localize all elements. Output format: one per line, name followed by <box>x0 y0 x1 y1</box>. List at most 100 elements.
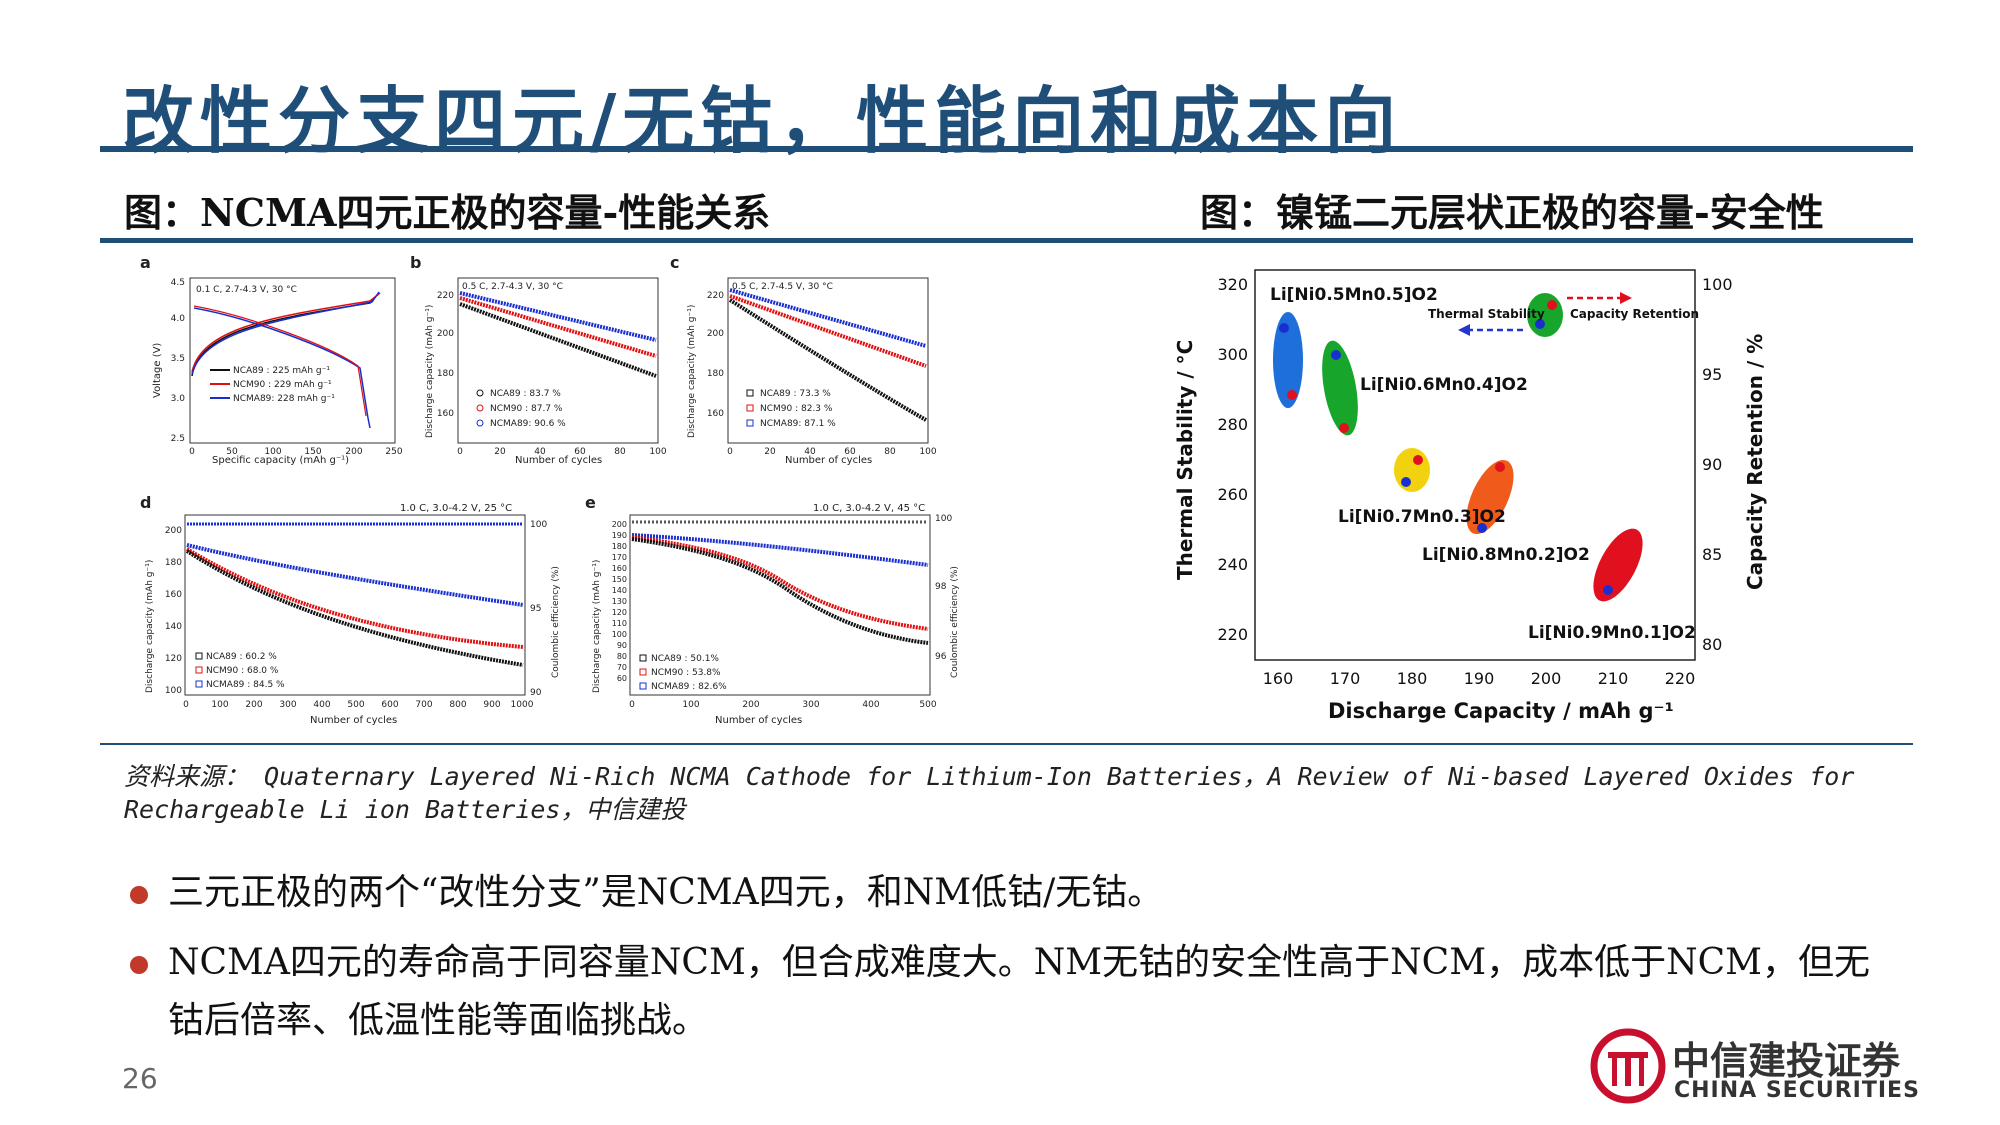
tick: 180 <box>1397 669 1428 688</box>
panel-a-ylabel: Voltage (V) <box>152 343 163 398</box>
panel-b-legend: NCA89 : 83.7 % NCM90 : 87.7 % NCMA89: 90… <box>476 389 566 429</box>
tick: 180 <box>707 369 724 379</box>
tick: 500 <box>919 700 936 710</box>
tick: 220 <box>1217 625 1248 644</box>
tick: 3.0 <box>171 394 186 404</box>
tick: 110 <box>612 619 627 628</box>
right-ylabel: Thermal Stability / °C <box>1173 340 1197 580</box>
panel-d-series-nca89 <box>185 549 524 667</box>
bullet-item: 三元正极的两个“改性分支”是NCMA四元，和NM低钴/无钴。 <box>130 864 1892 922</box>
tick: 60 <box>574 447 586 457</box>
panel-e-y2label: Coulombic efficiency (%) <box>950 566 960 678</box>
panel-d-y2label: Coulombic efficiency (%) <box>551 566 561 678</box>
panel-d-xlabel: Number of cycles <box>310 715 397 726</box>
tick: 160 <box>1263 669 1294 688</box>
legend-nca89: NCA89 : 50.1% <box>651 654 719 664</box>
legend-ncm90: NCM90 : 229 mAh g⁻¹ <box>233 380 332 390</box>
bullet-dot <box>130 886 148 904</box>
title-rule <box>100 146 1913 152</box>
tick: 240 <box>1217 555 1248 574</box>
tick: 95 <box>1702 365 1722 384</box>
tick: 1000 <box>511 700 534 710</box>
panel-b-series-ncm90 <box>459 296 657 358</box>
tick: 140 <box>165 622 182 632</box>
tick: 95 <box>530 604 541 614</box>
panel-b-series-ncma89 <box>459 291 657 342</box>
tick: 80 <box>1702 635 1722 654</box>
tick: 160 <box>165 590 182 600</box>
tick: 200 <box>707 329 724 339</box>
tick: 96 <box>935 652 947 662</box>
tick: 400 <box>313 700 330 710</box>
legend-nca89: NCA89 : 225 mAh g⁻¹ <box>233 366 330 376</box>
tick: 180 <box>437 369 454 379</box>
bullet-text: NCMA四元的寿命高于同容量NCM，但合成难度大。NM无钴的安全性高于NCM，成… <box>168 942 1870 1041</box>
tick: 80 <box>884 447 896 457</box>
panel-e-xlabel: Number of cycles <box>715 715 802 726</box>
panel-a-legend: NCA89 : 225 mAh g⁻¹ NCM90 : 229 mAh g⁻¹ … <box>210 366 335 404</box>
legend-ncm90: NCM90 : 53.8% <box>651 668 721 678</box>
tick: 0 <box>727 447 733 457</box>
tick: 160 <box>612 564 627 573</box>
tick: 90 <box>617 641 627 650</box>
panel-d-ylabel: Discharge capacity (mAh g⁻¹) <box>145 560 155 693</box>
panel-d-frame <box>184 514 526 696</box>
panel-d-letter: d <box>140 493 151 512</box>
tick: 120 <box>165 654 182 664</box>
panel-c-frame <box>727 277 929 444</box>
tick: 20 <box>494 447 506 457</box>
right-figure-caption: 图：镍锰二元层状正极的容量-安全性 <box>1200 190 1824 235</box>
legend-ncma89: NCMA89 : 82.6% <box>651 682 727 692</box>
panel-b-series-nca89 <box>459 302 657 378</box>
tick: 400 <box>862 700 879 710</box>
panel-a-xlabel: Specific capacity (mAh g⁻¹) <box>212 455 349 466</box>
tick: 320 <box>1217 275 1248 294</box>
legend-nca89: NCA89 : 60.2 % <box>206 652 277 662</box>
panel-d-series-ncm90 <box>185 547 524 649</box>
panel-a-curve-ncm90 <box>191 292 381 373</box>
tick: 100 <box>935 514 952 524</box>
tick: 60 <box>617 674 627 683</box>
ellipse-ni09 <box>1593 528 1643 602</box>
tick: 80 <box>617 652 627 661</box>
panel-e-condition: 1.0 C, 3.0-4.2 V, 45 °C <box>813 503 925 514</box>
tick: 300 <box>802 700 819 710</box>
tick: 4.0 <box>171 314 186 324</box>
panel-a-condition: 0.1 C, 2.7-4.3 V, 30 °C <box>196 285 297 295</box>
tick: 100 <box>165 686 182 696</box>
panel-c-legend: NCA89 : 73.3 % NCM90 : 82.3 % NCMA89: 87… <box>746 389 836 429</box>
panel-b-frame <box>457 277 659 444</box>
tick: 900 <box>483 700 500 710</box>
tick: 280 <box>1217 415 1248 434</box>
ellipse-ni07 <box>1394 448 1430 492</box>
tick: 600 <box>381 700 398 710</box>
panel-e-series-ncm90 <box>631 535 929 631</box>
right-plot-frame <box>1254 269 1696 661</box>
tick: 100 <box>530 520 547 530</box>
tick: 210 <box>1598 669 1629 688</box>
tick: 40 <box>534 447 546 457</box>
tick: 100 <box>682 700 699 710</box>
caption-rule <box>100 238 1913 243</box>
tick: 220 <box>1665 669 1696 688</box>
panel-e-legend: NCA89 : 50.1% NCM90 : 53.8% NCMA89 : 82.… <box>639 654 727 692</box>
right-xlabel: Discharge Capacity / mAh g⁻¹ <box>1328 699 1674 723</box>
tick: 100 <box>649 447 666 457</box>
logo-text-en: CHINA SECURITIES <box>1674 1078 1920 1103</box>
tick: 200 <box>742 700 759 710</box>
tick: 85 <box>1702 545 1722 564</box>
tick: 0 <box>457 447 463 457</box>
tick: 160 <box>437 409 454 419</box>
panel-c-series-ncm90 <box>729 294 927 368</box>
panel-e-frame <box>629 514 931 696</box>
tick: 500 <box>347 700 364 710</box>
tick: 250 <box>385 447 402 457</box>
panel-b-condition: 0.5 C, 2.7-4.3 V, 30 °C <box>462 282 563 292</box>
legend-ncm90: NCM90 : 87.7 % <box>490 404 563 414</box>
right-figure: Thermal Stability / °C Capacity Retentio… <box>1173 269 1767 723</box>
panel-c-condition: 0.5 C, 2.7-4.5 V, 30 °C <box>732 282 833 292</box>
tick: 0 <box>183 700 189 710</box>
tick: 50 <box>226 447 238 457</box>
tick: 220 <box>437 291 454 301</box>
tick: 220 <box>707 291 724 301</box>
